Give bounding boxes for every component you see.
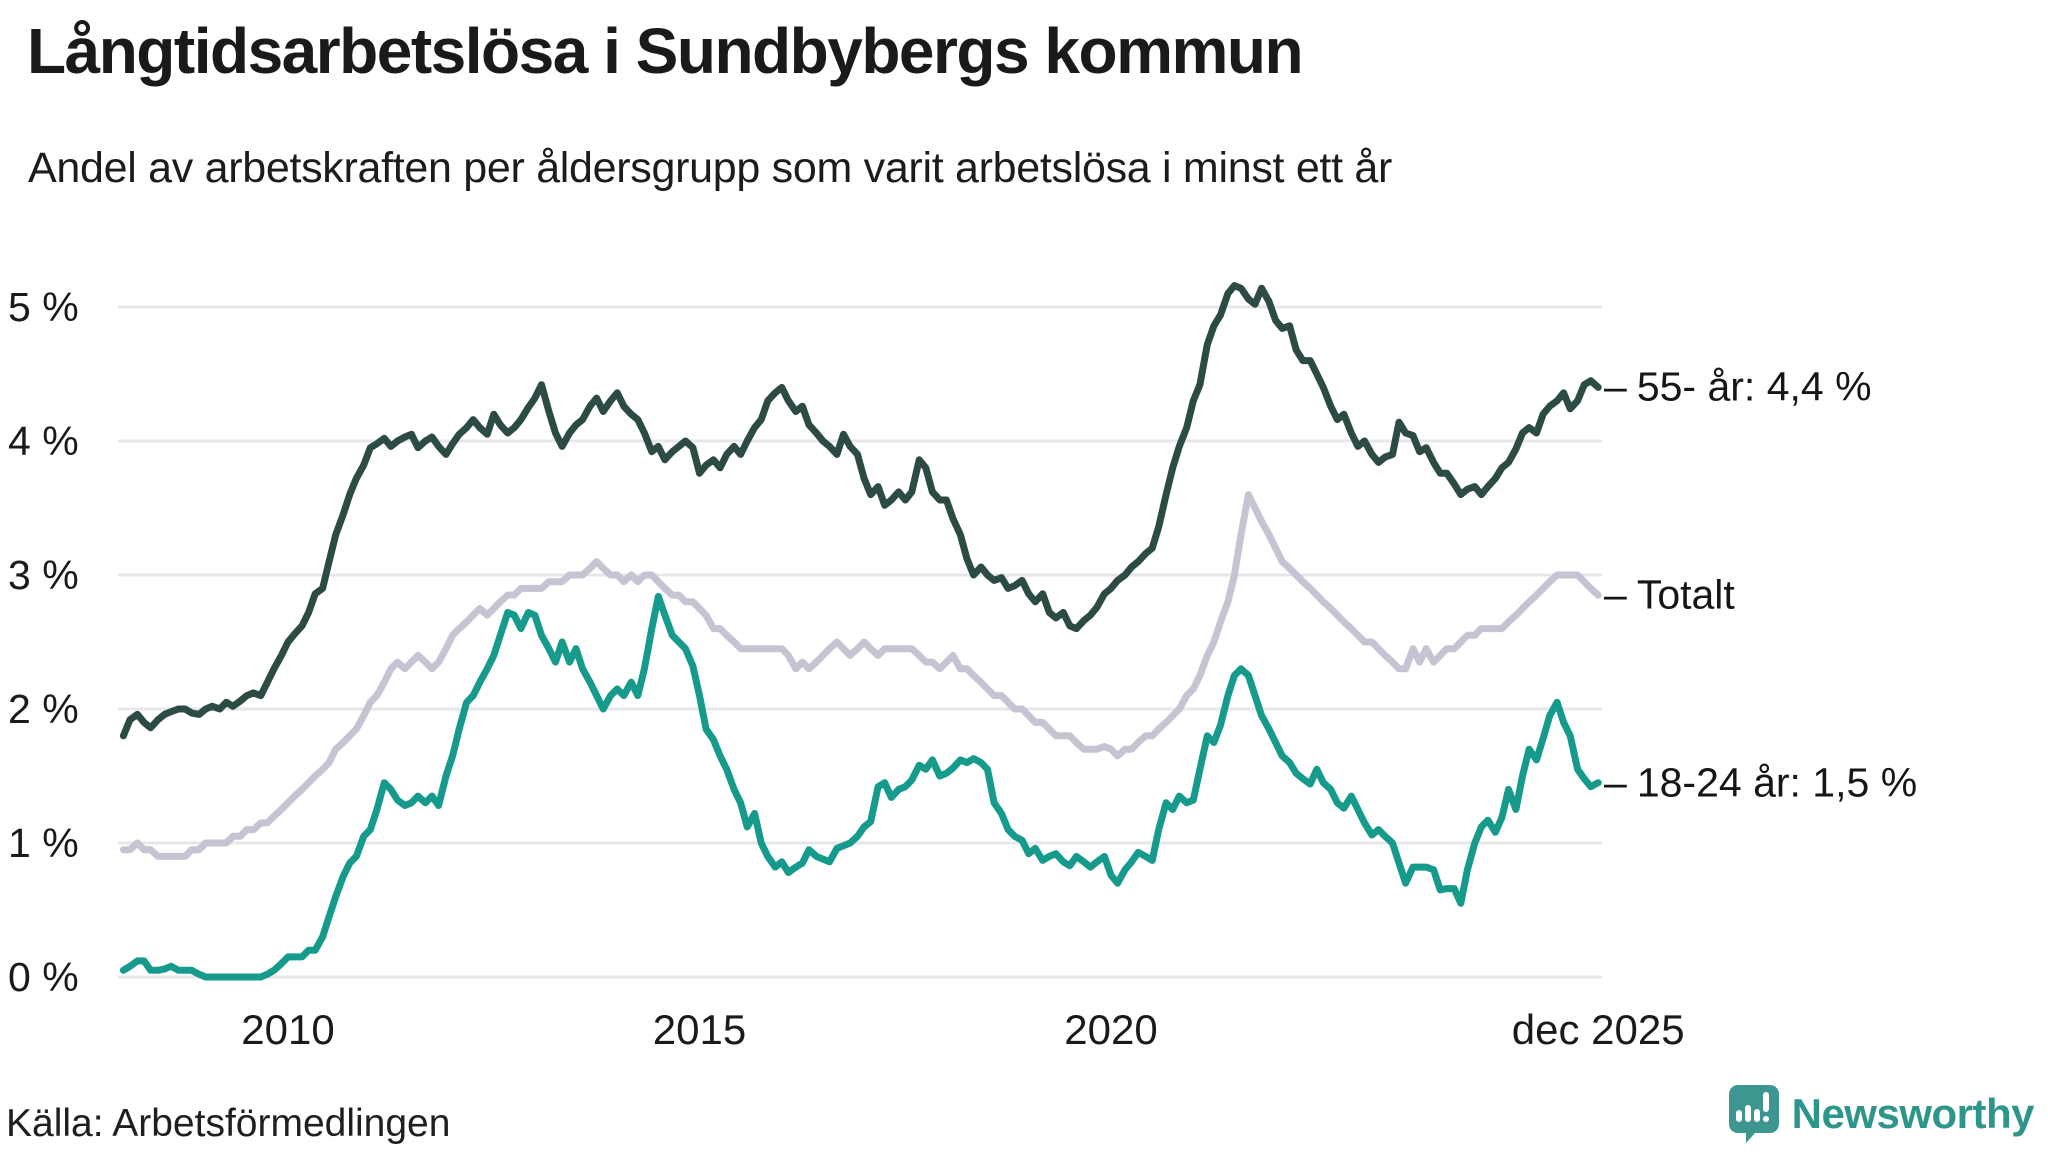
newsworthy-wordmark: Newsworthy bbox=[1791, 1090, 2035, 1137]
series-label-totalt: – Totalt bbox=[1604, 572, 1735, 619]
newsworthy-logo: Newsworthy bbox=[1728, 1084, 2035, 1144]
chart-title: Långtidsarbetslösa i Sundbybergs kommun bbox=[27, 15, 1304, 87]
y-tick-label-1: 1 % bbox=[8, 820, 79, 866]
series-label-dash: – bbox=[1604, 363, 1627, 410]
newsworthy-speech-bubble-bar-chart-icon bbox=[1728, 1085, 1779, 1143]
series-label-dash: – bbox=[1604, 759, 1627, 806]
series-label-text: 18-24 år: 1,5 % bbox=[1636, 759, 1918, 806]
source-note: Källa: Arbetsförmedlingen bbox=[6, 1102, 451, 1145]
series-label-dash: – bbox=[1604, 571, 1627, 618]
line-18-24 bbox=[119, 592, 1602, 981]
y-tick-label-0: 0 % bbox=[8, 954, 79, 1000]
line-totalt bbox=[119, 491, 1602, 860]
chart-subtitle: Andel av arbetskraften per åldersgrupp s… bbox=[28, 144, 1393, 192]
line-55plus bbox=[119, 282, 1602, 740]
y-tick-label-3: 3 % bbox=[8, 552, 79, 598]
series-label-text: 55- år: 4,4 % bbox=[1636, 363, 1872, 410]
x-tick-label-2010: 2010 bbox=[241, 1006, 335, 1053]
series-lines bbox=[119, 282, 1602, 981]
gridlines bbox=[118, 305, 1602, 979]
y-tick-label-4: 4 % bbox=[8, 418, 79, 464]
y-tick-label-2: 2 % bbox=[8, 686, 79, 732]
x-tick-label-2015: 2015 bbox=[652, 1006, 747, 1053]
x-tick-label-2020: 2020 bbox=[1064, 1006, 1158, 1053]
series-label-text: Totalt bbox=[1636, 571, 1735, 618]
series-label-18-24: –18-24 år: 1,5 % bbox=[1604, 759, 1917, 806]
series-label-55plus: –55- år: 4,4 % bbox=[1604, 364, 1872, 411]
x-tick-label-dec-2025: dec 2025 bbox=[1511, 1006, 1685, 1053]
y-tick-label-5: 5 % bbox=[8, 284, 79, 330]
